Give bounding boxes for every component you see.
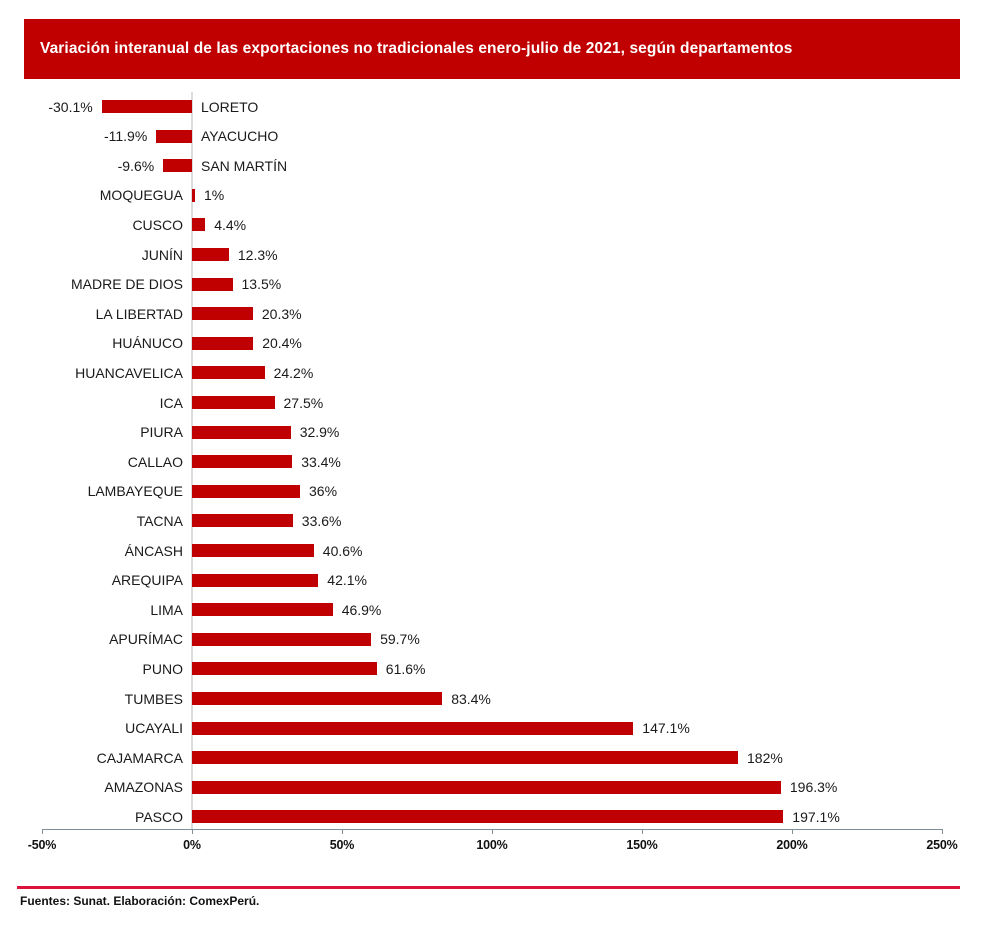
- bar: [192, 514, 293, 528]
- bar: [192, 307, 253, 321]
- category-label: UCAYALI: [125, 720, 183, 737]
- category-label: TACNA: [136, 512, 183, 529]
- title-banner: Variación interanual de las exportacione…: [24, 19, 960, 79]
- category-label: AMAZONAS: [104, 779, 183, 796]
- value-label: 40.6%: [322, 542, 363, 559]
- x-axis-tick-label: 150%: [626, 838, 658, 852]
- value-label: 147.1%: [642, 720, 690, 737]
- footer-source: Fuentes: Sunat. Elaboración: ComexPerú.: [20, 894, 260, 908]
- category-label: MADRE DE DIOS: [70, 276, 183, 293]
- value-label: 83.4%: [451, 690, 491, 707]
- value-label: 33.4%: [301, 453, 341, 470]
- chart-title: Variación interanual de las exportacione…: [40, 40, 793, 57]
- value-label: 20.3%: [261, 305, 302, 322]
- value-label: 61.6%: [385, 660, 426, 677]
- category-label: HUÁNUCO: [112, 335, 183, 352]
- category-label: AREQUIPA: [111, 572, 183, 589]
- bar: [192, 218, 206, 232]
- footer-divider: [17, 886, 960, 889]
- x-axis-tick: [192, 829, 193, 834]
- category-label: LA LIBERTAD: [95, 305, 183, 322]
- value-label: -9.6%: [117, 157, 155, 174]
- x-axis-tick-label: 250%: [926, 838, 958, 852]
- bar: [192, 662, 377, 676]
- bar: [192, 455, 293, 469]
- value-label: 24.2%: [273, 364, 314, 381]
- category-label: PUNO: [142, 660, 183, 677]
- category-label: TUMBES: [124, 690, 183, 707]
- bar: [192, 277, 233, 291]
- value-label: 42.1%: [327, 572, 367, 589]
- x-axis-tick: [342, 829, 343, 834]
- value-label: 59.7%: [380, 631, 420, 648]
- category-label: HUANCAVELICA: [75, 364, 183, 381]
- bar: [101, 100, 192, 113]
- bar: [192, 248, 229, 261]
- value-label: 197.1%: [792, 808, 840, 825]
- value-label: 196.3%: [789, 779, 838, 796]
- x-axis-tick-label: -50%: [27, 838, 57, 852]
- bar: [192, 336, 254, 350]
- bar: [156, 129, 192, 143]
- category-label: JUNÍN: [141, 246, 183, 263]
- bar: [192, 692, 443, 705]
- value-label: -30.1%: [48, 98, 93, 115]
- category-label: PIURA: [140, 424, 183, 441]
- x-axis-tick-label: 100%: [476, 838, 508, 852]
- value-label: 33.6%: [301, 512, 342, 529]
- bar: [163, 159, 192, 173]
- category-label: LIMA: [150, 601, 183, 618]
- bar: [192, 484, 300, 498]
- value-label: 46.9%: [341, 601, 382, 618]
- value-label: 36%: [309, 483, 338, 500]
- bar: [192, 396, 275, 409]
- category-label: ICA: [159, 394, 183, 411]
- bar: [192, 780, 781, 794]
- category-label: AYACUCHO: [201, 128, 279, 145]
- x-axis-tick-label: 50%: [329, 838, 355, 852]
- category-label: CAJAMARCA: [96, 749, 183, 766]
- value-label: 32.9%: [299, 424, 340, 441]
- x-axis-tick-label: 0%: [183, 838, 201, 852]
- bar: [192, 573, 319, 587]
- x-axis-tick: [492, 829, 493, 834]
- x-axis-tick-label: 200%: [776, 838, 808, 852]
- value-label: 1%: [204, 187, 225, 204]
- category-label: SAN MARTÍN: [201, 157, 288, 174]
- x-axis-tick: [792, 829, 793, 834]
- category-label: ÁNCASH: [124, 542, 183, 559]
- bar: [192, 632, 372, 646]
- bar: [192, 188, 195, 202]
- category-label: MOQUEGUA: [99, 187, 183, 204]
- bar: [192, 603, 333, 617]
- bar: [192, 544, 314, 557]
- category-label: CUSCO: [132, 216, 183, 233]
- bar: [192, 425, 291, 439]
- bar: [192, 751, 738, 765]
- value-label: 13.5%: [241, 276, 282, 293]
- value-label: 20.4%: [262, 335, 302, 352]
- x-axis-tick: [642, 829, 643, 834]
- category-label: LORETO: [201, 98, 259, 115]
- value-label: 4.4%: [214, 216, 247, 233]
- category-label: APURÍMAC: [109, 631, 183, 648]
- x-axis-tick: [942, 829, 943, 834]
- category-label: PASCO: [135, 808, 183, 825]
- category-label: CALLAO: [127, 453, 183, 470]
- x-axis-tick: [42, 829, 43, 834]
- value-label: -11.9%: [103, 128, 148, 145]
- value-label: 182%: [747, 749, 783, 766]
- category-label: LAMBAYEQUE: [87, 483, 183, 500]
- bar: [192, 810, 784, 824]
- bar: [192, 366, 265, 380]
- value-label: 12.3%: [237, 246, 278, 263]
- value-label: 27.5%: [283, 394, 324, 411]
- bar: [192, 721, 634, 735]
